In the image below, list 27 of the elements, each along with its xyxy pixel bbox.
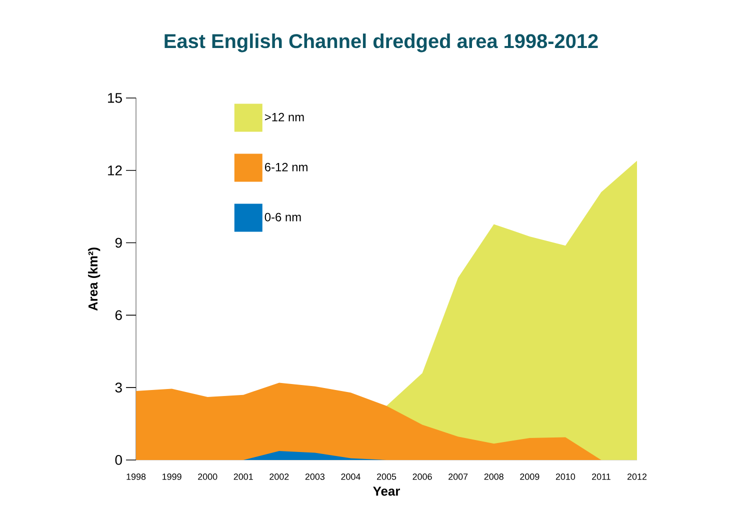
x-tick-label: 2001	[234, 474, 253, 480]
x-tick-label: 2012	[627, 474, 647, 480]
x-tick-label: 2009	[520, 474, 540, 480]
x-axis-title: Year	[373, 486, 400, 496]
x-tick-label: 2004	[341, 474, 360, 480]
y-tick-label: 9	[115, 238, 122, 248]
x-tick-label: 2006	[412, 474, 432, 480]
legend-label: 6-12 nm	[264, 162, 308, 172]
y-tick-label: 0	[115, 455, 122, 465]
x-tick-label: 1998	[126, 474, 146, 480]
x-tick-label: 2000	[198, 474, 218, 480]
y-tick-label: 12	[108, 166, 122, 176]
chart-title: East English Channel dredged area 1998-2012	[164, 34, 598, 52]
x-tick-label: 2008	[484, 474, 504, 480]
y-tick-label: 3	[115, 382, 122, 393]
y-tick-label: 15	[108, 93, 122, 103]
x-tick-label: 2003	[305, 474, 325, 480]
x-tick-label: 2010	[556, 474, 576, 480]
legend-label: 0-6 nm	[264, 212, 301, 222]
y-axis-title: Area (km²)	[88, 248, 100, 311]
x-tick-label: 1999	[162, 474, 182, 480]
x-tick-label: 2005	[376, 474, 396, 480]
legend-label: >12 nm	[264, 112, 304, 122]
x-tick-label: 2011	[592, 474, 610, 480]
x-tick-label: 2007	[448, 474, 468, 480]
x-tick-label: 2002	[270, 474, 289, 480]
y-tick-label: 6	[115, 310, 122, 320]
